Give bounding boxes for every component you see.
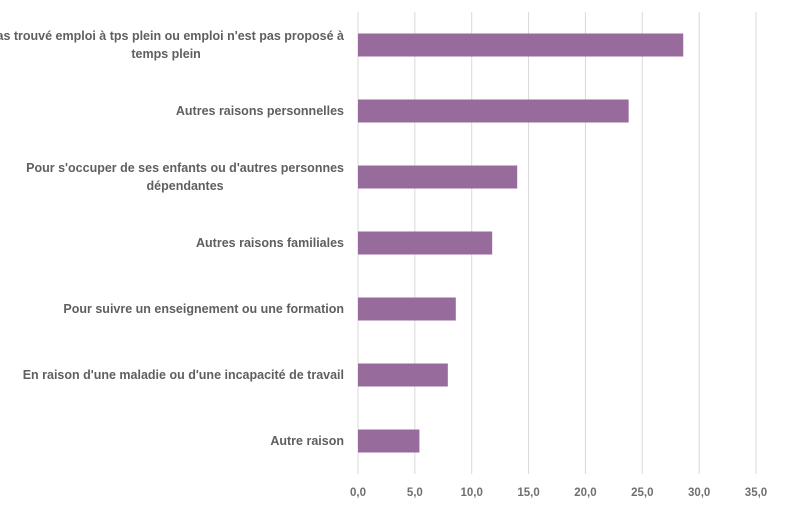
x-tick-label: 25,0 <box>631 487 653 499</box>
bar <box>358 99 629 123</box>
x-tick-label: 0,0 <box>350 487 366 499</box>
bar <box>358 363 448 387</box>
bar <box>358 33 684 57</box>
x-axis-tick-labels: 0,0 5,0 10,0 15,0 20,0 25,0 30,0 35,0 <box>350 487 767 499</box>
category-label: Autres raisons familiales <box>196 236 344 250</box>
category-label: En raison d'une maladie ou d'une incapac… <box>23 368 344 382</box>
category-labels: Pas trouvé emploi à tps plein ou emploi … <box>0 29 344 448</box>
category-label: Pas trouvé emploi à tps plein ou emploi … <box>0 29 344 61</box>
x-tick-label: 15,0 <box>517 487 539 499</box>
category-label: Pour suivre un enseignement ou une forma… <box>63 302 344 316</box>
bars <box>358 33 684 453</box>
bar <box>358 165 518 189</box>
category-label: Autre raison <box>270 434 344 448</box>
bar <box>358 231 493 255</box>
bar <box>358 429 420 453</box>
bar <box>358 297 456 321</box>
x-tick-label: 30,0 <box>688 487 710 499</box>
x-tick-label: 35,0 <box>745 487 767 499</box>
x-tick-label: 5,0 <box>407 487 423 499</box>
category-label: Pour s'occuper de ses enfants ou d'autre… <box>26 161 344 193</box>
category-label: Autres raisons personnelles <box>176 104 344 118</box>
x-tick-label: 20,0 <box>574 487 596 499</box>
x-tick-label: 10,0 <box>461 487 483 499</box>
